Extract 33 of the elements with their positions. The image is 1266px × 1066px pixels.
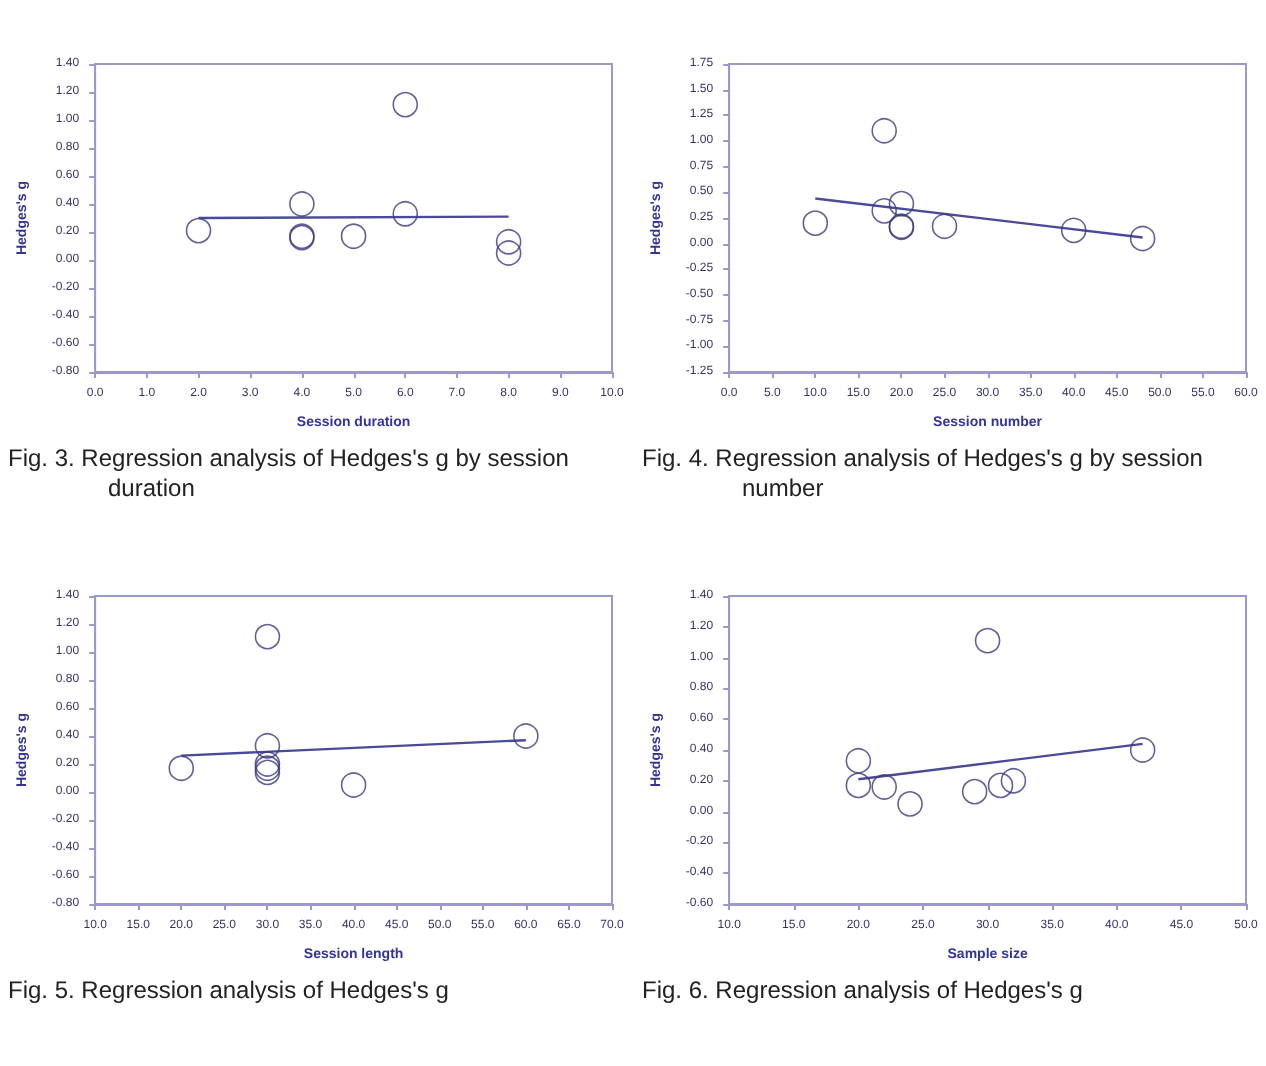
point — [871, 774, 898, 800]
point — [897, 791, 923, 817]
point — [340, 223, 367, 249]
point — [871, 117, 898, 144]
point — [185, 217, 212, 244]
point — [340, 772, 367, 798]
point — [495, 240, 522, 266]
text: Fig. 4. Regression analysis of Hedges's g by session number — [640, 444, 1205, 504]
point — [289, 191, 315, 217]
text: Fig. 5. Regression analysis of Hedges's g — [6, 976, 451, 1006]
point — [987, 772, 1014, 799]
point — [1129, 225, 1156, 252]
point — [845, 747, 872, 774]
point — [1000, 768, 1027, 794]
point — [168, 755, 195, 781]
text: Fig. 6. Regression analysis of Hedges's g — [640, 976, 1085, 1006]
point — [931, 213, 958, 240]
point — [513, 723, 539, 749]
text: Fig. 3. Regression analysis of Hedges's g by session duration — [6, 444, 571, 504]
point — [254, 623, 281, 650]
point — [254, 733, 281, 759]
point — [961, 778, 988, 805]
point — [871, 198, 898, 224]
point — [495, 229, 522, 255]
point — [802, 210, 829, 236]
point — [1129, 737, 1156, 763]
point — [254, 759, 281, 786]
point — [888, 190, 915, 217]
point — [392, 91, 419, 118]
point — [1060, 217, 1087, 244]
point — [845, 772, 872, 799]
point — [392, 201, 419, 227]
point — [974, 627, 1001, 654]
